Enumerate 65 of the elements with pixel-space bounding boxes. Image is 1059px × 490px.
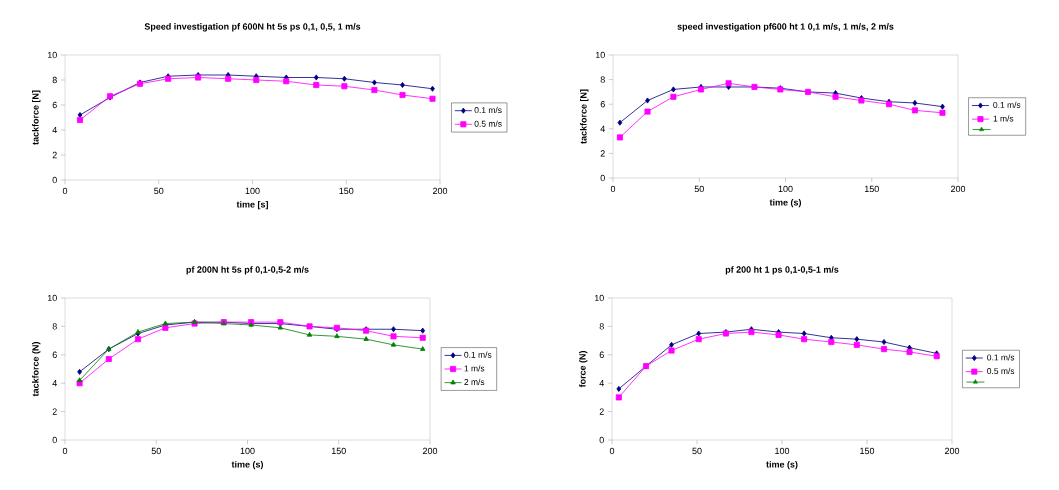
y-tick-label: 0 bbox=[600, 174, 605, 182]
x-tick-label: 100 bbox=[775, 447, 790, 455]
y-tick-label: 0 bbox=[52, 176, 57, 184]
y-tick-label: 8 bbox=[599, 323, 604, 330]
y-tick-label: 0 bbox=[599, 436, 604, 444]
legend-label: 0.1 m/s bbox=[993, 101, 1021, 108]
y-tick-label: 10 bbox=[595, 51, 605, 59]
chart-title: pf 200N ht 5s pf 0,1-0,5-2 m/s bbox=[186, 266, 309, 275]
x-tick-label: 50 bbox=[694, 185, 704, 193]
x-tick-label: 150 bbox=[339, 187, 354, 195]
y-tick-label: 6 bbox=[52, 351, 57, 358]
x-axis-title: time (s) bbox=[766, 460, 798, 470]
x-tick-label: 100 bbox=[778, 185, 793, 193]
x-tick-label: 0 bbox=[610, 185, 616, 193]
x-tick-label: 200 bbox=[950, 185, 966, 193]
y-tick-label: 10 bbox=[47, 294, 57, 302]
chart-title: Speed investigation pf 600N ht 5s ps 0,1, 0,5, 1 m/s bbox=[144, 23, 361, 32]
x-tick-label: 0 bbox=[62, 187, 68, 195]
y-tick-label: 6 bbox=[600, 101, 605, 108]
y-tick-label: 2 bbox=[52, 408, 57, 415]
x-tick-label: 50 bbox=[154, 187, 164, 195]
y-tick-label: 8 bbox=[52, 323, 57, 330]
y-tick-label: 4 bbox=[600, 125, 605, 132]
y-tick-label: 6 bbox=[52, 101, 57, 109]
x-tick-label: 150 bbox=[860, 447, 875, 455]
x-tick-label: 150 bbox=[331, 447, 346, 455]
legend-label: 0.1 m/s bbox=[464, 351, 492, 358]
y-tick-label: 4 bbox=[599, 380, 604, 387]
x-tick-label: 200 bbox=[422, 447, 438, 455]
chart-title: pf 200 ht 1 ps 0,1-0,5-1 m/s bbox=[725, 266, 839, 275]
x-tick-label: 100 bbox=[240, 447, 255, 455]
y-axis-title: tackforce (N) bbox=[32, 342, 41, 397]
y-tick-label: 2 bbox=[599, 408, 604, 415]
legend-label: 0.5 m/s bbox=[474, 120, 502, 127]
y-tick-label: 2 bbox=[600, 150, 605, 157]
x-axis-title: time (s) bbox=[769, 198, 801, 208]
legend-label: 1 m/s bbox=[993, 115, 1014, 122]
y-axis-title: tackforce [N] bbox=[580, 89, 589, 144]
y-tick-label: 2 bbox=[52, 151, 57, 159]
y-tick-label: 4 bbox=[52, 126, 57, 134]
legend-label: 0.5 m/s bbox=[987, 367, 1015, 375]
x-tick-label: 0 bbox=[609, 447, 615, 455]
chart-title: speed investigation pf600 ht 1 0,1 m/s, 1 m/s, 2 m/s bbox=[677, 23, 894, 32]
x-tick-label: 50 bbox=[692, 447, 702, 455]
x-tick-label: 50 bbox=[151, 447, 161, 455]
y-axis-title: force (N) bbox=[579, 351, 588, 388]
legend-label: 0.1 m/s bbox=[987, 354, 1015, 361]
y-tick-label: 10 bbox=[594, 294, 604, 302]
legend-label: 0.1 m/s bbox=[474, 106, 502, 114]
x-tick-label: 100 bbox=[245, 187, 260, 195]
y-tick-label: 0 bbox=[52, 436, 57, 444]
x-axis-title: time [s] bbox=[236, 200, 268, 210]
x-tick-label: 150 bbox=[864, 185, 879, 193]
legend-label: 2 m/s bbox=[464, 378, 485, 386]
x-tick-label: 0 bbox=[62, 447, 68, 455]
y-tick-label: 6 bbox=[599, 351, 604, 358]
y-tick-label: 10 bbox=[47, 51, 57, 59]
legend-label: 1 m/s bbox=[464, 365, 485, 372]
y-tick-label: 8 bbox=[52, 76, 57, 84]
y-tick-label: 8 bbox=[600, 76, 605, 83]
x-axis-title: time (s) bbox=[231, 460, 263, 470]
x-tick-label: 200 bbox=[944, 447, 960, 455]
y-axis-title: tackforce [N] bbox=[32, 90, 41, 145]
y-tick-label: 4 bbox=[52, 380, 57, 387]
x-tick-label: 200 bbox=[432, 187, 448, 195]
